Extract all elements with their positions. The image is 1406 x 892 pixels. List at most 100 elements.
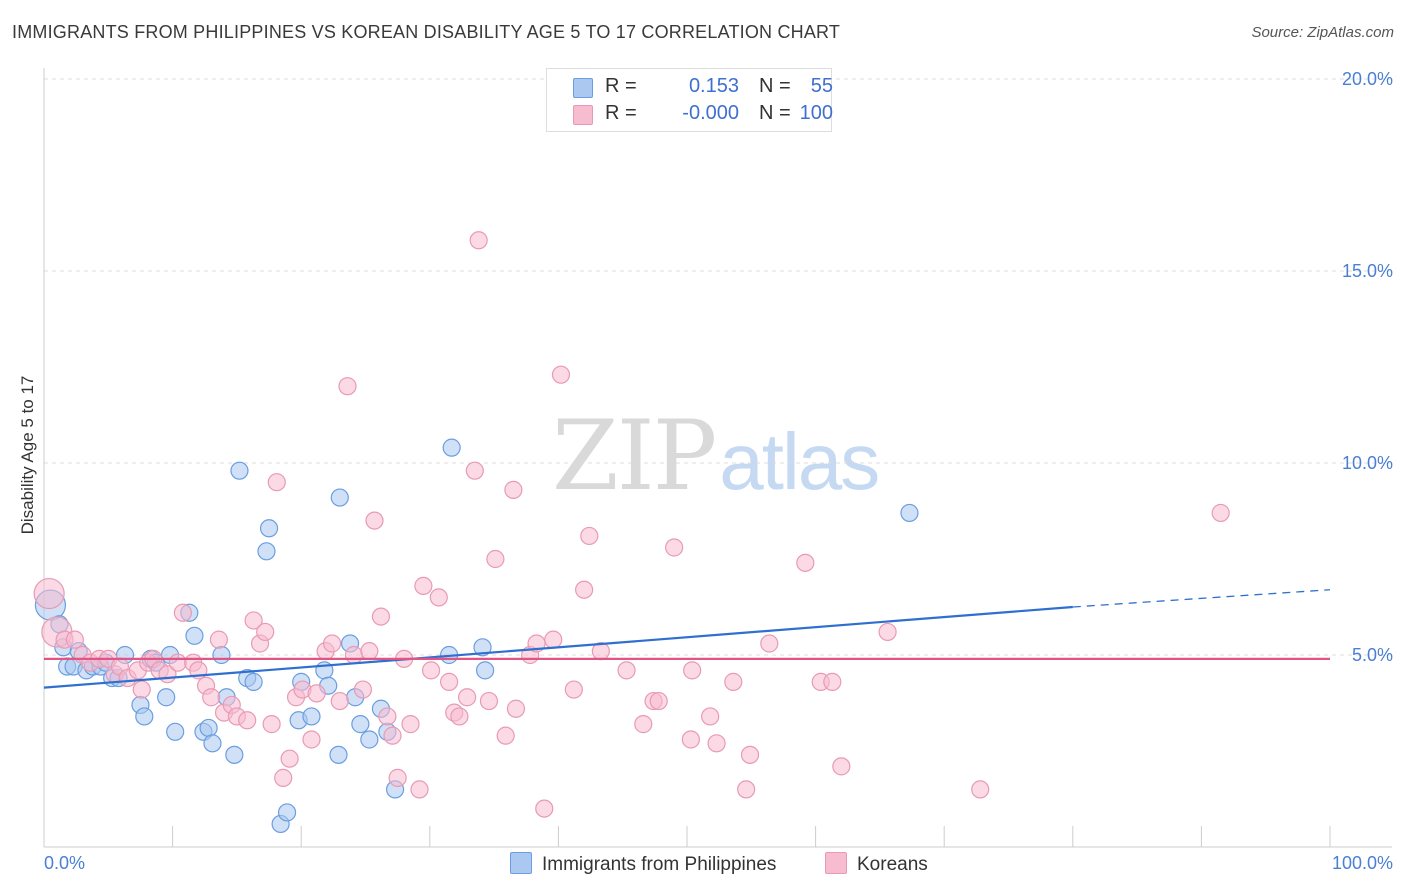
- point-koreans: [760, 634, 779, 653]
- point-koreans: [707, 734, 726, 753]
- point-philippines: [329, 745, 348, 764]
- point-philippines: [330, 488, 349, 507]
- point-koreans: [238, 711, 257, 730]
- point-koreans: [202, 688, 221, 707]
- legend-label-philippines: Immigrants from Philippines: [542, 854, 777, 875]
- point-koreans: [506, 699, 526, 718]
- legend-item-koreans: Koreans: [825, 852, 928, 876]
- point-koreans: [401, 715, 420, 734]
- r-label: R =: [605, 75, 637, 97]
- point-koreans: [465, 461, 484, 480]
- point-koreans: [209, 630, 228, 649]
- point-koreans: [832, 757, 851, 776]
- watermark-atlas: atlas: [719, 417, 880, 506]
- point-koreans: [823, 672, 842, 691]
- legend-swatch-koreans: [825, 852, 847, 874]
- point-koreans: [564, 680, 583, 699]
- source-label: Source: ZipAtlas.com: [1251, 24, 1394, 41]
- point-koreans: [65, 630, 84, 649]
- point-koreans: [740, 745, 760, 764]
- point-koreans: [796, 553, 815, 572]
- point-philippines: [230, 461, 249, 480]
- point-koreans: [649, 691, 668, 711]
- point-koreans: [724, 672, 743, 691]
- point-koreans: [617, 661, 636, 680]
- point-koreans: [469, 231, 488, 250]
- r-value: 0.153: [688, 75, 739, 97]
- x-tick-label: 0.0%: [44, 853, 85, 873]
- point-philippines: [244, 672, 263, 691]
- tick-labels: 5.0% 10.0% 15.0% 20.0% 0.0% 100.0%: [44, 69, 1393, 873]
- watermark: ZIPatlas: [552, 400, 880, 512]
- points-layer: [33, 231, 1230, 834]
- point-philippines: [257, 542, 276, 561]
- point-koreans: [971, 780, 990, 799]
- point-philippines: [475, 661, 495, 680]
- point-koreans: [360, 642, 379, 661]
- point-philippines: [351, 715, 370, 734]
- y-tick-label: 10.0%: [1342, 453, 1393, 473]
- point-koreans: [168, 653, 187, 672]
- point-koreans: [365, 511, 384, 530]
- point-koreans: [33, 577, 65, 610]
- point-koreans: [262, 715, 281, 734]
- point-philippines: [185, 626, 204, 645]
- point-philippines: [203, 734, 222, 753]
- point-koreans: [267, 473, 286, 492]
- trend-layer: [43, 589, 1331, 689]
- y-tick-label: 15.0%: [1342, 261, 1393, 281]
- n-value: 100: [799, 102, 833, 124]
- r-label: R =: [605, 102, 637, 124]
- point-koreans: [878, 622, 897, 642]
- point-philippines: [900, 503, 919, 523]
- point-philippines: [473, 638, 492, 657]
- point-philippines: [199, 718, 218, 738]
- point-koreans: [701, 707, 720, 726]
- point-koreans: [1211, 503, 1230, 523]
- point-koreans: [634, 715, 653, 734]
- point-koreans: [665, 538, 684, 557]
- point-koreans: [383, 726, 402, 745]
- legend-swatch-philippines: [510, 852, 532, 874]
- point-koreans: [274, 768, 293, 787]
- point-koreans: [353, 680, 373, 699]
- grid-lines: [44, 78, 1392, 656]
- point-philippines: [442, 438, 461, 457]
- chart-title: IMMIGRANTS FROM PHILIPPINES VS KOREAN DI…: [12, 22, 841, 42]
- point-koreans: [439, 672, 459, 691]
- axes: [43, 68, 1392, 848]
- point-koreans: [322, 634, 342, 653]
- point-koreans: [450, 707, 469, 726]
- point-koreans: [338, 377, 357, 396]
- point-koreans: [479, 691, 499, 711]
- point-koreans: [457, 688, 477, 707]
- correlation-legend: R = 0.153 N = 55 R = -0.000 N = 100: [546, 68, 833, 132]
- point-koreans: [414, 576, 433, 595]
- point-koreans: [683, 661, 702, 680]
- trend-line-philippines-extension: [1072, 589, 1331, 608]
- r-value: -0.000: [682, 102, 739, 124]
- point-philippines: [302, 707, 321, 726]
- point-philippines: [157, 688, 176, 707]
- point-koreans: [429, 588, 448, 607]
- point-koreans: [551, 365, 571, 384]
- legend-label-koreans: Koreans: [857, 854, 928, 875]
- point-koreans: [330, 691, 349, 711]
- point-koreans: [580, 526, 599, 546]
- point-koreans: [280, 749, 299, 768]
- point-koreans: [681, 730, 700, 749]
- point-koreans: [410, 780, 429, 799]
- point-koreans: [256, 622, 275, 642]
- point-koreans: [575, 580, 594, 599]
- point-philippines: [135, 707, 154, 726]
- point-koreans: [544, 630, 563, 649]
- point-philippines: [166, 722, 185, 741]
- trend-line-philippines: [43, 605, 1073, 689]
- point-philippines: [225, 745, 244, 764]
- point-koreans: [371, 607, 391, 626]
- point-koreans: [504, 480, 523, 499]
- n-label: N =: [759, 75, 791, 97]
- point-koreans: [496, 726, 515, 745]
- y-tick-label: 5.0%: [1352, 645, 1393, 665]
- point-koreans: [244, 611, 263, 630]
